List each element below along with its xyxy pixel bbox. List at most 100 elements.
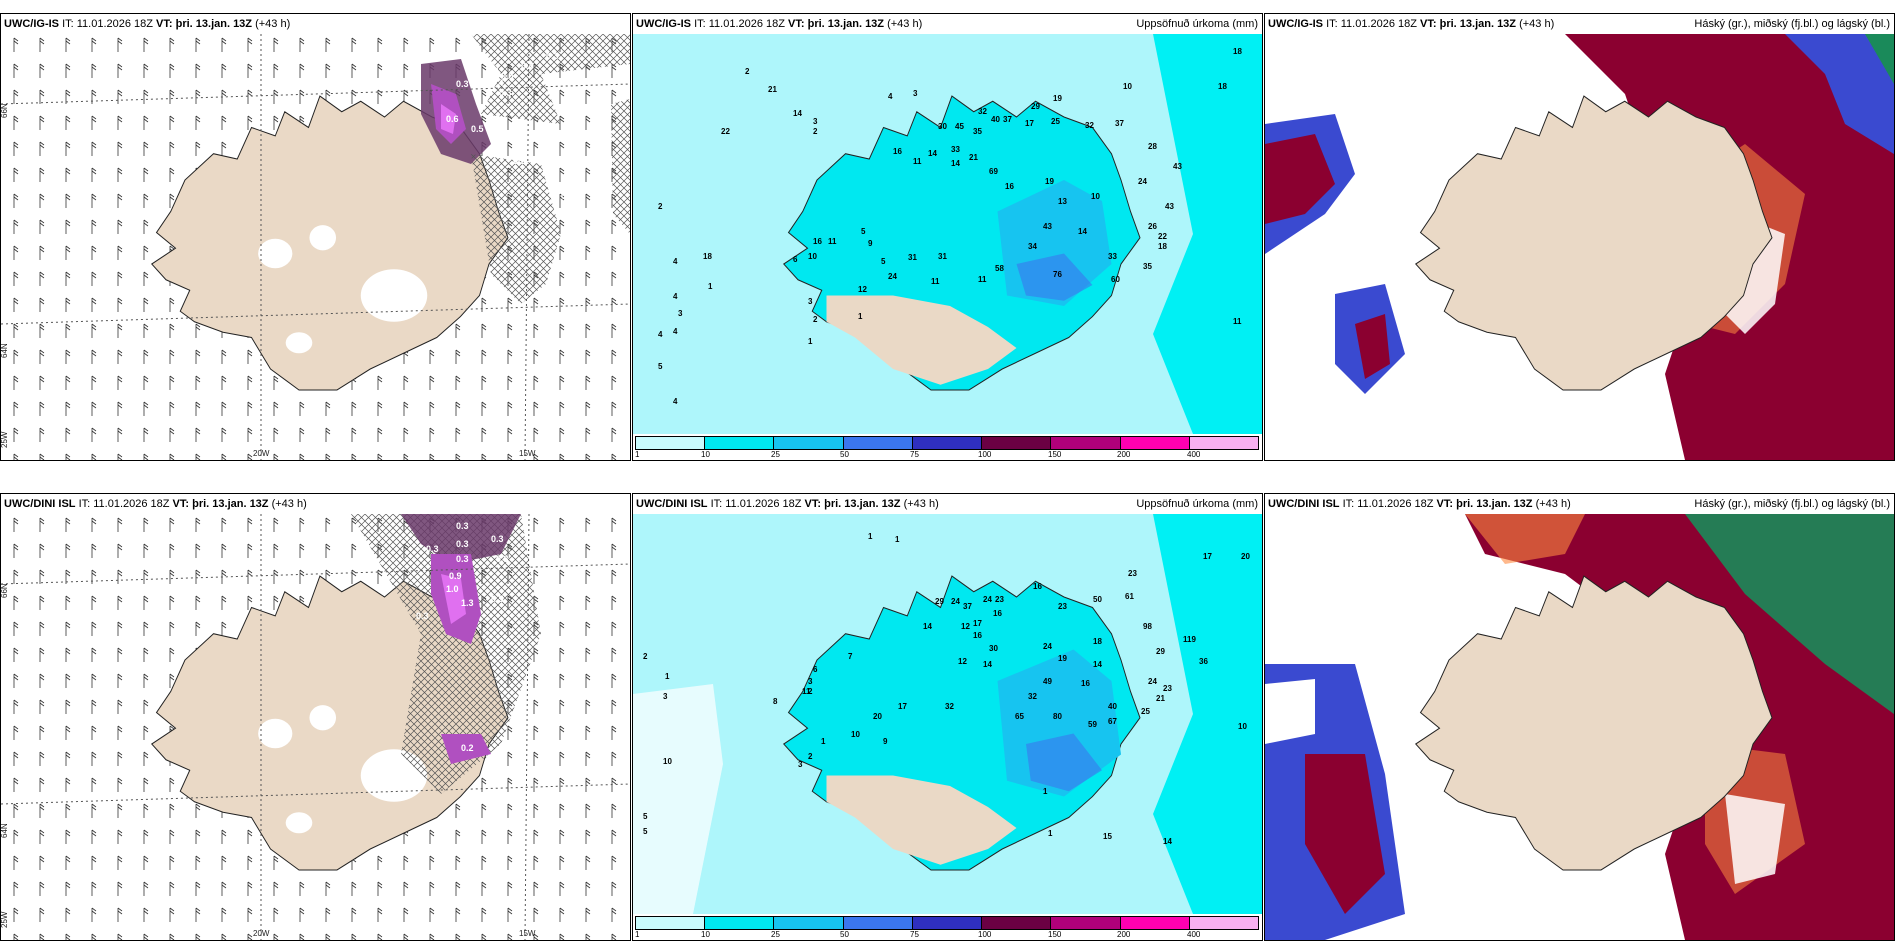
value-label: 58	[995, 264, 1004, 273]
value-label: 14	[793, 109, 802, 118]
value-label: 2	[808, 752, 813, 761]
legend-swatch	[705, 917, 775, 929]
value-label: 2	[813, 127, 818, 136]
value-label: 0.2	[461, 743, 474, 753]
value-label: 98	[1143, 622, 1152, 631]
value-label: 33	[1108, 252, 1117, 261]
value-label: 49	[1043, 677, 1052, 686]
precip-map: 1 1 17 20 23 16 50 61 23 29 24 37 24 23 …	[633, 514, 1262, 914]
lon-label: 15W	[519, 929, 536, 938]
value-label: 18	[1218, 82, 1227, 91]
value-label: 0.3	[416, 611, 429, 621]
value-label: 45	[955, 122, 964, 131]
value-label: 37	[1003, 115, 1012, 124]
cloud-map	[1265, 514, 1894, 940]
value-label: 17	[973, 619, 982, 628]
legend-tick: 50	[840, 450, 849, 459]
value-label: 0.4	[489, 131, 502, 141]
legend-tick: 25	[771, 930, 780, 939]
cloud-map	[1265, 34, 1894, 460]
value-label: 25	[1051, 117, 1060, 126]
value-label: 40	[1108, 702, 1117, 711]
legend-tick: 1	[635, 450, 640, 459]
legend-tick: 25	[771, 450, 780, 459]
value-label: 24	[951, 597, 960, 606]
value-label: 0.3	[491, 534, 504, 544]
value-label: 16	[973, 631, 982, 640]
panel-title: Háský (gr.), miðský (fj.bl.) og lágský (…	[1694, 18, 1890, 30]
value-label: 16	[1005, 182, 1014, 191]
value-label: 24	[983, 595, 992, 604]
init-time: IT: 11.01.2026 18Z	[694, 18, 785, 30]
legend-tick: 400	[1187, 450, 1201, 459]
value-label: 4	[658, 330, 663, 339]
value-label: 23	[1058, 602, 1067, 611]
value-label: 32	[1085, 121, 1094, 130]
value-label: 10	[1238, 722, 1247, 731]
value-label: 25	[1141, 707, 1150, 716]
value-label: 1	[1048, 829, 1053, 838]
value-label: 0.3	[456, 539, 469, 549]
value-label: 10	[1123, 82, 1132, 91]
value-label: 67	[1108, 717, 1117, 726]
panel-top-middle: UWC/IG-IS IT: 11.01.2026 18Z VT: þri. 13…	[632, 13, 1263, 461]
value-label: 3	[813, 117, 818, 126]
value-label: 8	[773, 697, 778, 706]
value-label: 14	[928, 149, 937, 158]
lon-label: 15W	[519, 449, 536, 458]
lead-time: (+43 h)	[255, 18, 291, 30]
value-label: 19	[1053, 94, 1062, 103]
panel-header: UWC/IG-IS IT: 11.01.2026 18Z VT: þri. 13…	[1, 14, 630, 34]
panel-header: UWC/DINI ISL IT: 11.01.2026 18Z VT: þri.…	[633, 494, 1262, 514]
value-label: 5	[658, 362, 663, 371]
value-label: 6	[793, 255, 798, 264]
valid-time: VT: þri. 13.jan. 13Z	[1420, 18, 1517, 30]
value-label: 37	[963, 602, 972, 611]
value-label: 17	[1203, 552, 1212, 561]
value-label: 31	[938, 252, 947, 261]
value-label: 1.0	[446, 584, 459, 594]
value-label: 0.3	[456, 554, 469, 564]
legend-tick: 150	[1048, 930, 1062, 939]
legend-tick: 10	[701, 450, 710, 459]
value-label: 16	[813, 237, 822, 246]
value-label: 14	[951, 159, 960, 168]
value-label: 3	[678, 309, 683, 318]
legend-swatch	[774, 917, 844, 929]
legend-swatch	[912, 437, 983, 449]
valid-time: VT: þri. 13.jan. 13Z	[804, 498, 901, 510]
value-label: 9	[883, 737, 888, 746]
legend-tick: 200	[1117, 930, 1131, 939]
value-label: 14	[1078, 227, 1087, 236]
model-name: UWC/DINI ISL	[4, 498, 76, 510]
value-label: 1	[665, 672, 670, 681]
value-label: 13	[1058, 197, 1067, 206]
legend-swatch	[636, 917, 706, 929]
value-label: 3	[808, 297, 813, 306]
value-label: 0.3	[546, 51, 559, 61]
lat-label: 66N	[1, 583, 9, 598]
value-label: 1	[808, 337, 813, 346]
panel-bottom-right: UWC/DINI ISL IT: 11.01.2026 18Z VT: þri.…	[1264, 493, 1895, 941]
model-name: UWC/IG-IS	[636, 18, 691, 30]
value-label: 43	[1043, 222, 1052, 231]
value-label: 5	[861, 227, 866, 236]
legend-swatch	[912, 917, 983, 929]
panel-header: UWC/IG-IS IT: 11.01.2026 18Z VT: þri. 13…	[633, 14, 1262, 34]
legend-swatch	[705, 437, 775, 449]
precip-legend: 1 10 25 50 75 100 150 200 400	[633, 914, 1262, 940]
value-label: 2	[745, 67, 750, 76]
legend-tick: 150	[1048, 450, 1062, 459]
value-label: 0.3	[426, 544, 439, 554]
legend-swatch	[1120, 917, 1190, 929]
wind-map: 0.3 0.3 0.5 0.4 0.3 0.5 0.6 0.3 0.5 0.4 …	[1, 34, 630, 460]
value-label: 2	[643, 652, 648, 661]
value-label: 59	[1088, 720, 1097, 729]
panel-bottom-left: UWC/DINI ISL IT: 11.01.2026 18Z VT: þri.…	[0, 493, 631, 941]
value-label: 35	[973, 127, 982, 136]
value-label: 11	[828, 237, 837, 246]
legend-tick: 100	[978, 930, 992, 939]
value-label: 12	[961, 622, 970, 631]
value-label: 12	[958, 657, 967, 666]
wind-map: 0.3 0.3 0.3 0.3 0.3 0.9 1.0 0.3 0.5 1.3 …	[1, 514, 630, 940]
